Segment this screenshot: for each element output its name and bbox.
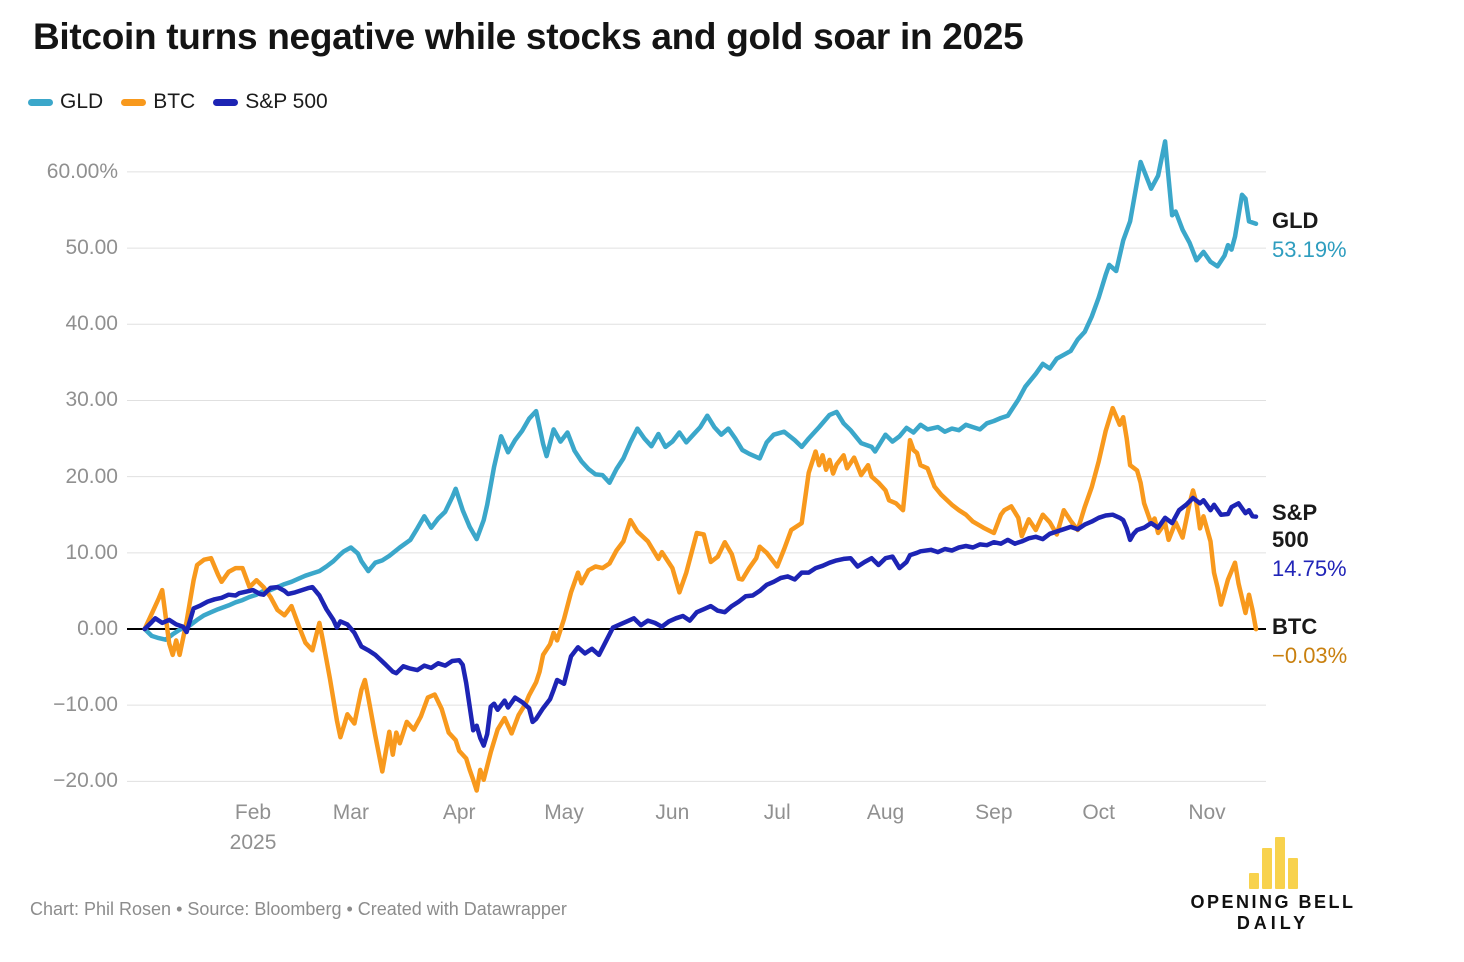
end-label-gld: GLD 53.19% [1272,207,1362,263]
attribution-footer: Chart: Phil Rosen • Source: Bloomberg • … [30,899,567,919]
end-label-sp500: S&P 500 14.75% [1272,499,1352,582]
series-lines [142,139,1259,793]
end-label-btc: BTC −0.03% [1272,613,1368,669]
logo-bar [1274,837,1285,889]
x-tick-label: May [544,801,584,824]
legend-label-sp500: S&P 500 [245,90,328,113]
bar-chart-logo-icon [1178,836,1368,889]
legend-item-btc: BTC [121,90,195,114]
end-label-gld-value: 53.19% [1272,237,1347,262]
y-tick-label: 40.00 [65,312,118,336]
logo-text-line1: OPENING BELL [1190,892,1356,912]
series-line-btc [142,405,1259,793]
x-tick-label: Aug [866,801,905,824]
x-tick-label: Sep [975,801,1013,824]
y-tick-label: 0.00 [77,617,118,640]
series-line-sp500 [142,495,1259,748]
x-tick-label: Jul [763,801,791,824]
logo-bar [1287,858,1298,889]
end-label-sp500-value: 14.75% [1272,556,1347,581]
end-label-sp500-name: S&P 500 [1272,500,1317,552]
y-tick-label: −20.00 [53,769,118,793]
chart-title: Bitcoin turns negative while stocks and … [33,16,1024,57]
y-tick-label: 60.00% [46,159,118,183]
legend-label-gld: GLD [60,90,104,113]
end-label-btc-value: −0.03% [1272,643,1348,668]
x-tick-label: Nov [1188,801,1226,824]
y-tick-label: −10.00 [53,693,118,717]
x-tick-label: Mar [332,801,369,824]
y-tick-label: 50.00 [65,236,118,260]
x-tick-label: Jun [655,801,690,824]
opening-bell-daily-logo: OPENING BELL DAILY [1178,836,1368,934]
legend-marker-sp500 [213,98,239,106]
legend-label-btc: BTC [153,90,196,113]
x-tick-label: Oct [1082,801,1116,824]
legend-marker-btc [121,98,147,106]
x-tick-year-label: 2025 [229,831,277,854]
legend-item-gld: GLD [28,90,103,114]
legend-item-sp500: S&P 500 [213,90,328,114]
logo-text-line2: DAILY [1236,913,1310,933]
y-tick-label: 10.00 [65,540,118,564]
logo-bar [1248,873,1259,889]
end-label-gld-name: GLD [1272,208,1319,233]
y-tick-label: 20.00 [65,464,118,488]
x-tick-label: Apr [442,801,476,824]
legend: GLD BTC S&P 500 [28,90,346,114]
logo-bar [1261,848,1272,889]
y-tick-label: 30.00 [65,388,118,412]
end-label-btc-name: BTC [1272,614,1318,639]
x-tick-label: Feb [234,801,272,824]
gridlines [127,171,1266,782]
legend-marker-gld [28,98,53,106]
series-line-gld [142,139,1259,642]
